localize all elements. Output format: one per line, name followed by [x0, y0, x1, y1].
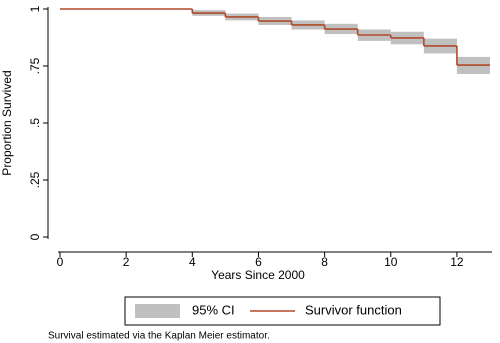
- legend-swatch: [135, 304, 180, 318]
- x-tick-label: 0: [57, 255, 64, 269]
- x-tick-label: 6: [255, 255, 262, 269]
- legend-label: Survivor function: [305, 302, 402, 317]
- x-tick-label: 12: [450, 255, 464, 269]
- x-tick-label: 8: [321, 255, 328, 269]
- y-tick-label: 1: [28, 5, 42, 12]
- y-tick-label: .75: [28, 57, 42, 74]
- x-tick-label: 10: [384, 255, 398, 269]
- note: Survival estimated via the Kaplan Meier …: [48, 331, 270, 342]
- y-tick-label: .5: [28, 118, 42, 128]
- legend-box: [124, 296, 441, 326]
- y-axis-title: Proportion Survived: [0, 70, 14, 175]
- legend-label: 95% CI: [192, 302, 235, 317]
- x-axis-title: Years Since 2000: [211, 268, 305, 282]
- x-tick-label: 4: [189, 255, 196, 269]
- x-tick-label: 2: [123, 255, 130, 269]
- y-tick-label: 0: [28, 233, 42, 240]
- y-tick-label: .25: [28, 171, 42, 188]
